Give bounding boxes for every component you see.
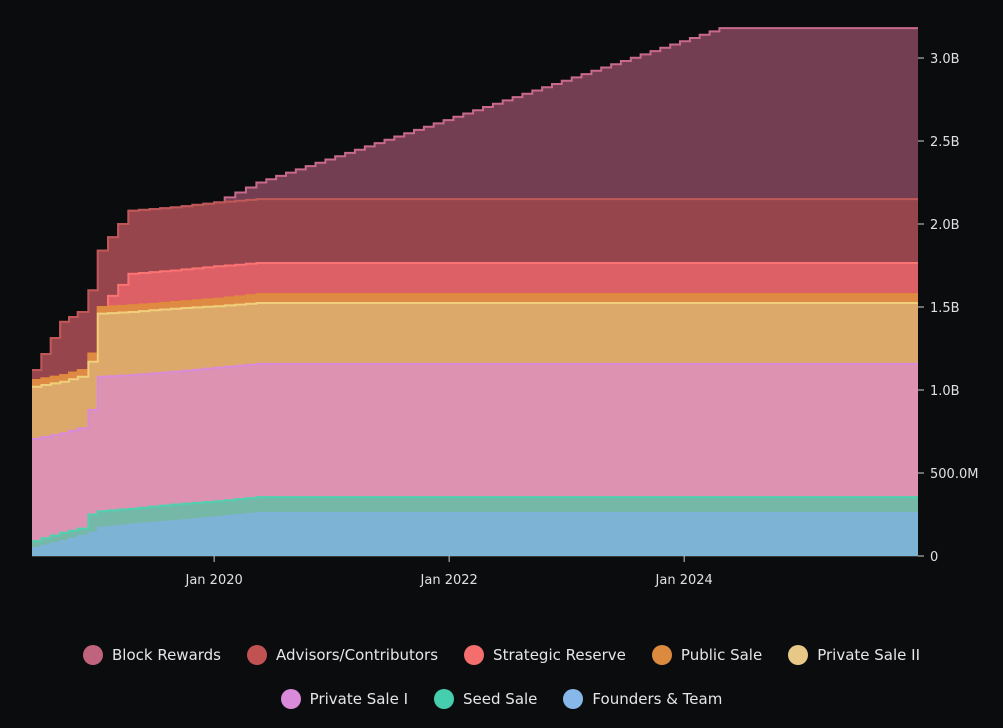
- line-founders-team: [32, 512, 918, 549]
- y-tick-label: 1.0B: [930, 384, 960, 399]
- line-strategic-reserve: [32, 262, 918, 381]
- stacked-area-chart: Jan 2020 Jan 2022 Jan 2024 0 500.0M 1.0B 1.5B…: [32, 27, 978, 588]
- legend-dot-icon: [563, 689, 584, 709]
- legend-row-1: Block Rewards Advisors/Contributors Stra…: [0, 645, 1003, 665]
- x-tick-label: Jan 2022: [420, 573, 478, 588]
- y-tick-label: 2.5B: [930, 135, 960, 150]
- y-tick-label: 3.0B: [930, 52, 960, 67]
- legend-item-block-rewards[interactable]: Block Rewards: [82, 645, 221, 665]
- legend-item-advisors-contributors[interactable]: Advisors/Contributors: [247, 645, 438, 665]
- y-tick-label: 500.0M: [930, 467, 978, 482]
- legend-label: Strategic Reserve: [493, 646, 626, 664]
- legend-item-private-sale-i[interactable]: Private Sale I: [280, 689, 409, 709]
- legend-dot-icon: [788, 645, 809, 665]
- x-tick-label: Jan 2020: [185, 573, 243, 588]
- legend-item-public-sale[interactable]: Public Sale: [651, 645, 763, 665]
- legend-dot-icon: [280, 689, 301, 709]
- legend-label: Private Sale I: [309, 690, 409, 708]
- legend-item-founders-team[interactable]: Founders & Team: [563, 689, 722, 709]
- line-private-sale-i: [32, 362, 918, 440]
- area-seed-sale: [32, 497, 918, 548]
- chart-areas: [32, 27, 918, 556]
- legend-dot-icon: [651, 645, 672, 665]
- x-tick-label: Jan 2024: [655, 573, 713, 588]
- area-founders-team: [32, 513, 918, 556]
- legend-dot-icon: [464, 645, 485, 665]
- y-tick-label: 1.5B: [930, 301, 960, 316]
- line-seed-sale: [32, 496, 918, 543]
- legend-row-2: Private Sale I Seed Sale Founders & Team: [0, 689, 1003, 709]
- area-advisors-contributors: [32, 199, 918, 380]
- legend-dot-icon: [247, 645, 267, 665]
- line-public-sale: [32, 293, 918, 381]
- legend-label: Seed Sale: [463, 690, 538, 708]
- legend-item-strategic-reserve[interactable]: Strategic Reserve: [464, 645, 626, 665]
- y-tick-label: 0: [930, 550, 938, 565]
- legend-label: Private Sale II: [817, 646, 920, 664]
- y-tick-label: 2.0B: [930, 218, 960, 233]
- legend-label: Founders & Team: [592, 690, 723, 708]
- legend-item-seed-sale[interactable]: Seed Sale: [434, 689, 537, 709]
- y-axis: 0 500.0M 1.0B 1.5B 2.0B 2.5B 3.0B: [918, 52, 978, 565]
- legend-dot-icon: [434, 689, 455, 709]
- legend-dot-icon: [82, 645, 103, 665]
- line-private-sale-ii: [32, 302, 918, 388]
- legend-item-private-sale-ii[interactable]: Private Sale II: [788, 645, 920, 665]
- area-strategic-reserve: [32, 263, 918, 380]
- x-axis: Jan 2020 Jan 2022 Jan 2024: [32, 556, 918, 588]
- area-private-sale-ii: [32, 303, 918, 439]
- legend-label: Advisors/Contributors: [276, 646, 439, 664]
- line-advisors-contributors: [32, 198, 918, 372]
- legend-label: Public Sale: [680, 646, 763, 664]
- legend-label: Block Rewards: [111, 646, 221, 664]
